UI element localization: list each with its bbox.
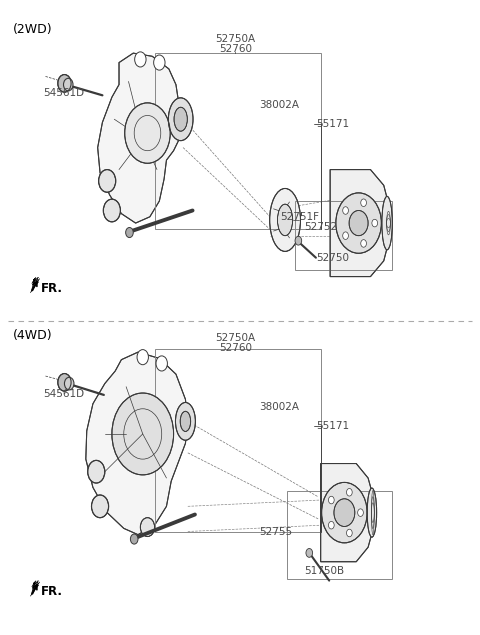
Circle shape bbox=[58, 74, 71, 92]
Text: 52752: 52752 bbox=[304, 222, 337, 232]
Circle shape bbox=[156, 356, 168, 371]
Text: 54561D: 54561D bbox=[43, 88, 84, 98]
Circle shape bbox=[336, 193, 382, 253]
Text: FR.: FR. bbox=[41, 282, 63, 295]
Circle shape bbox=[154, 55, 165, 70]
Ellipse shape bbox=[180, 411, 191, 431]
Circle shape bbox=[88, 460, 105, 483]
Circle shape bbox=[322, 483, 367, 543]
Circle shape bbox=[103, 199, 120, 222]
Polygon shape bbox=[30, 277, 40, 293]
Polygon shape bbox=[86, 352, 188, 535]
Bar bbox=[155, 349, 321, 531]
Circle shape bbox=[137, 350, 148, 364]
Circle shape bbox=[361, 199, 366, 206]
Text: 52760: 52760 bbox=[219, 44, 252, 55]
Circle shape bbox=[334, 498, 355, 526]
Text: (4WD): (4WD) bbox=[13, 329, 53, 342]
Circle shape bbox=[125, 103, 170, 163]
Text: 52750A: 52750A bbox=[215, 34, 255, 44]
Circle shape bbox=[126, 227, 133, 237]
Circle shape bbox=[63, 78, 73, 91]
Circle shape bbox=[349, 210, 368, 236]
Circle shape bbox=[131, 534, 138, 544]
Text: 52750: 52750 bbox=[316, 253, 349, 264]
Polygon shape bbox=[31, 277, 38, 291]
Text: 52751F: 52751F bbox=[280, 212, 319, 222]
Circle shape bbox=[358, 509, 363, 516]
Text: 52750A: 52750A bbox=[215, 333, 255, 343]
Circle shape bbox=[328, 497, 334, 504]
Circle shape bbox=[347, 529, 352, 537]
Circle shape bbox=[112, 393, 174, 475]
Text: 52755: 52755 bbox=[259, 526, 292, 537]
Text: 51750B: 51750B bbox=[304, 566, 344, 575]
Ellipse shape bbox=[176, 403, 195, 440]
Ellipse shape bbox=[277, 204, 293, 236]
Circle shape bbox=[58, 373, 71, 391]
Circle shape bbox=[64, 377, 74, 390]
Bar bbox=[295, 201, 392, 271]
Circle shape bbox=[295, 236, 301, 245]
Ellipse shape bbox=[270, 189, 300, 251]
Circle shape bbox=[361, 239, 366, 247]
Circle shape bbox=[328, 521, 334, 529]
Circle shape bbox=[92, 495, 108, 518]
Circle shape bbox=[343, 232, 348, 239]
Polygon shape bbox=[97, 53, 180, 223]
Polygon shape bbox=[321, 464, 374, 562]
Circle shape bbox=[306, 549, 312, 558]
Circle shape bbox=[347, 488, 352, 496]
Text: (2WD): (2WD) bbox=[13, 23, 53, 36]
Text: 38002A: 38002A bbox=[259, 402, 299, 412]
Circle shape bbox=[343, 207, 348, 214]
Bar bbox=[288, 491, 392, 578]
Circle shape bbox=[372, 219, 378, 227]
Text: FR.: FR. bbox=[41, 585, 63, 598]
Text: 55171: 55171 bbox=[316, 119, 349, 129]
Circle shape bbox=[135, 52, 146, 67]
Text: 52760: 52760 bbox=[219, 343, 252, 352]
Polygon shape bbox=[30, 580, 40, 596]
Polygon shape bbox=[330, 170, 389, 277]
Text: 54561D: 54561D bbox=[43, 389, 84, 399]
Ellipse shape bbox=[168, 98, 193, 140]
Bar bbox=[155, 53, 321, 229]
Text: 55171: 55171 bbox=[316, 421, 349, 431]
Circle shape bbox=[140, 518, 155, 537]
Ellipse shape bbox=[174, 107, 187, 131]
Circle shape bbox=[98, 170, 116, 192]
Ellipse shape bbox=[382, 196, 392, 250]
Polygon shape bbox=[31, 580, 38, 594]
Ellipse shape bbox=[367, 488, 377, 537]
Text: 38002A: 38002A bbox=[259, 100, 299, 110]
